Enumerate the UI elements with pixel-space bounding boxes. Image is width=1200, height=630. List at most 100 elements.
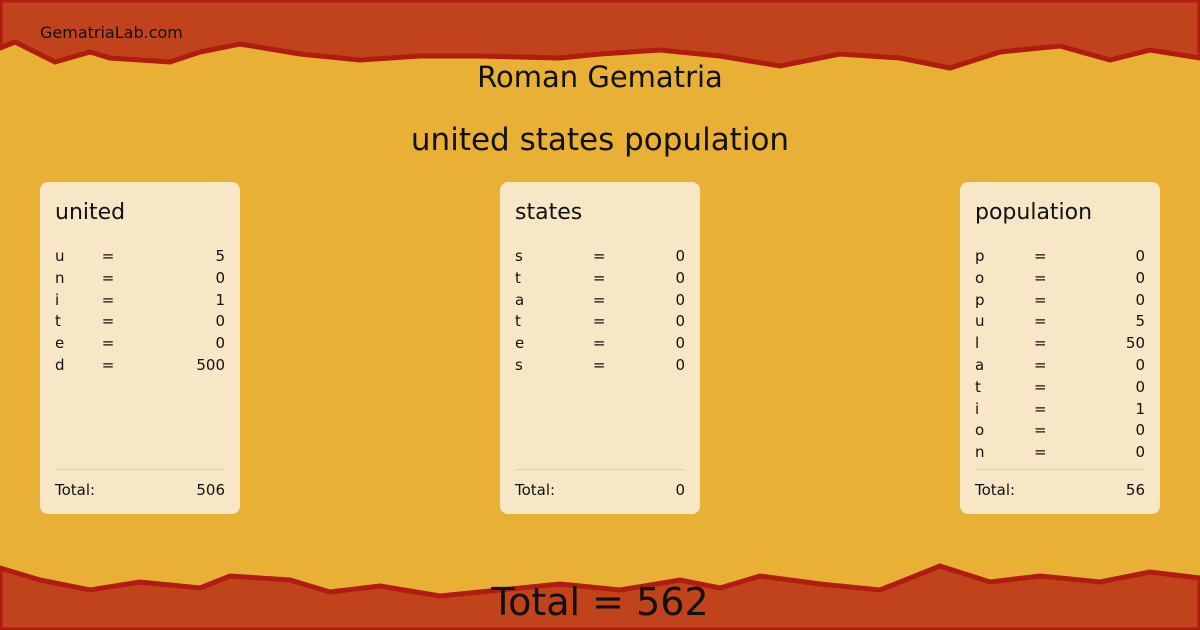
word-title: united [55, 200, 126, 225]
word-total: 56 [1125, 481, 1145, 499]
letter-table: s = 0 t = 0 a = 0 t = 0 e = 0 s = 0 [515, 246, 685, 377]
letter-row: i = 1 [55, 290, 225, 312]
letter-value: 0 [1135, 421, 1145, 440]
equals-sign: = [101, 247, 115, 265]
equals-sign: = [592, 334, 606, 353]
letter-value: 0 [1135, 377, 1145, 396]
word-total: 506 [196, 481, 225, 499]
equals-sign: = [101, 290, 115, 309]
letter-row: d = 500 [55, 355, 225, 377]
equals-sign: = [1033, 443, 1047, 462]
letter-row: o = 0 [975, 268, 1145, 290]
letter-value: 0 [675, 290, 685, 309]
letter-row: t = 0 [515, 311, 685, 333]
equals-sign: = [101, 334, 115, 353]
equals-sign: = [592, 247, 606, 265]
word-card-states: states s = 0 t = 0 a = 0 t = 0 e = 0 s = 0 Total: 0 [500, 182, 700, 514]
letter-row: i = 1 [975, 399, 1145, 421]
letter: t [55, 312, 61, 331]
equals-sign: = [1033, 247, 1047, 265]
phrase-heading: united states population [410, 122, 790, 158]
letter-row: s = 0 [515, 246, 685, 268]
equals-sign: = [592, 268, 606, 287]
word-title: population [975, 200, 1093, 225]
letter-value: 0 [675, 334, 685, 353]
page-title: Roman Gematria [477, 60, 723, 94]
letter: u [975, 312, 985, 331]
letter-value: 5 [1135, 312, 1145, 331]
letter-row: s = 0 [515, 355, 685, 377]
letter-value: 0 [1135, 355, 1145, 374]
letter-value: 50 [1125, 334, 1145, 353]
letter-row: e = 0 [55, 333, 225, 355]
equals-sign: = [592, 355, 606, 374]
letter-row: p = 0 [975, 290, 1145, 312]
equals-sign: = [1033, 377, 1047, 396]
letter: o [975, 268, 985, 287]
letter-value: 1 [1135, 399, 1145, 418]
word-title: states [515, 200, 583, 225]
letter: i [55, 290, 60, 309]
letter-value: 0 [675, 355, 685, 374]
letter-value: 0 [1135, 443, 1145, 462]
word-card-population: population p = 0 o = 0 p = 0 u = 5 l = 50 a = 0 t = 0 i = 1 o = 0 n =… [960, 182, 1160, 514]
letter: e [515, 334, 525, 353]
letter-value: 0 [675, 268, 685, 287]
letter-table: p = 0 o = 0 p = 0 u = 5 l = 50 a = 0 t = 0 i = 1 o = 0 n = 0 [975, 246, 1145, 464]
letter-row: p = 0 [975, 246, 1145, 268]
grand-total: Total = 562 [491, 580, 709, 624]
letter: n [55, 268, 65, 287]
letter-row: n = 0 [975, 442, 1145, 464]
letter: t [975, 377, 981, 396]
letter: e [55, 334, 65, 353]
letter: d [55, 355, 65, 374]
equals-sign: = [592, 312, 606, 331]
letter-row: a = 0 [515, 290, 685, 312]
equals-sign: = [101, 355, 115, 374]
letter: l [975, 334, 980, 353]
letter: a [515, 290, 525, 309]
letter-value: 0 [215, 268, 225, 287]
letter-row: l = 50 [975, 333, 1145, 355]
letter-row: n = 0 [55, 268, 225, 290]
letter: i [975, 399, 980, 418]
letter: t [515, 268, 521, 287]
letter-value: 0 [675, 312, 685, 331]
equals-sign: = [1033, 334, 1047, 353]
word-total-row: Total: 0 [515, 469, 685, 499]
letter-value: 500 [196, 355, 225, 374]
letter-row: o = 0 [975, 420, 1145, 442]
equals-sign: = [1033, 268, 1047, 287]
letter: s [515, 355, 523, 374]
letter: u [55, 247, 65, 265]
letter-value: 0 [215, 312, 225, 331]
letter-value: 0 [675, 247, 685, 265]
site-logo-text[interactable]: GematriaLab.com [40, 23, 183, 42]
word-total-row: Total: 56 [975, 469, 1145, 499]
equals-sign: = [1033, 355, 1047, 374]
word-total-row: Total: 506 [55, 469, 225, 499]
total-label: Total: [515, 481, 556, 499]
letter: t [515, 312, 521, 331]
letter-value: 0 [1135, 268, 1145, 287]
total-label: Total: [975, 481, 1016, 499]
letter-value: 5 [215, 247, 225, 265]
letter-value: 0 [1135, 247, 1145, 265]
equals-sign: = [592, 290, 606, 309]
letter-row: t = 0 [515, 268, 685, 290]
letter-row: a = 0 [975, 355, 1145, 377]
letter-row: t = 0 [55, 311, 225, 333]
letter-value: 0 [1135, 290, 1145, 309]
letter-row: u = 5 [55, 246, 225, 268]
equals-sign: = [101, 312, 115, 331]
equals-sign: = [1033, 421, 1047, 440]
word-card-united: united u = 5 n = 0 i = 1 t = 0 e = 0 d = 500 Total: 506 [40, 182, 240, 514]
letter: s [515, 247, 523, 265]
letter: a [975, 355, 985, 374]
letter: p [975, 290, 985, 309]
total-label: Total: [55, 481, 96, 499]
equals-sign: = [101, 268, 115, 287]
letter: p [975, 247, 985, 265]
word-total: 0 [675, 481, 685, 499]
